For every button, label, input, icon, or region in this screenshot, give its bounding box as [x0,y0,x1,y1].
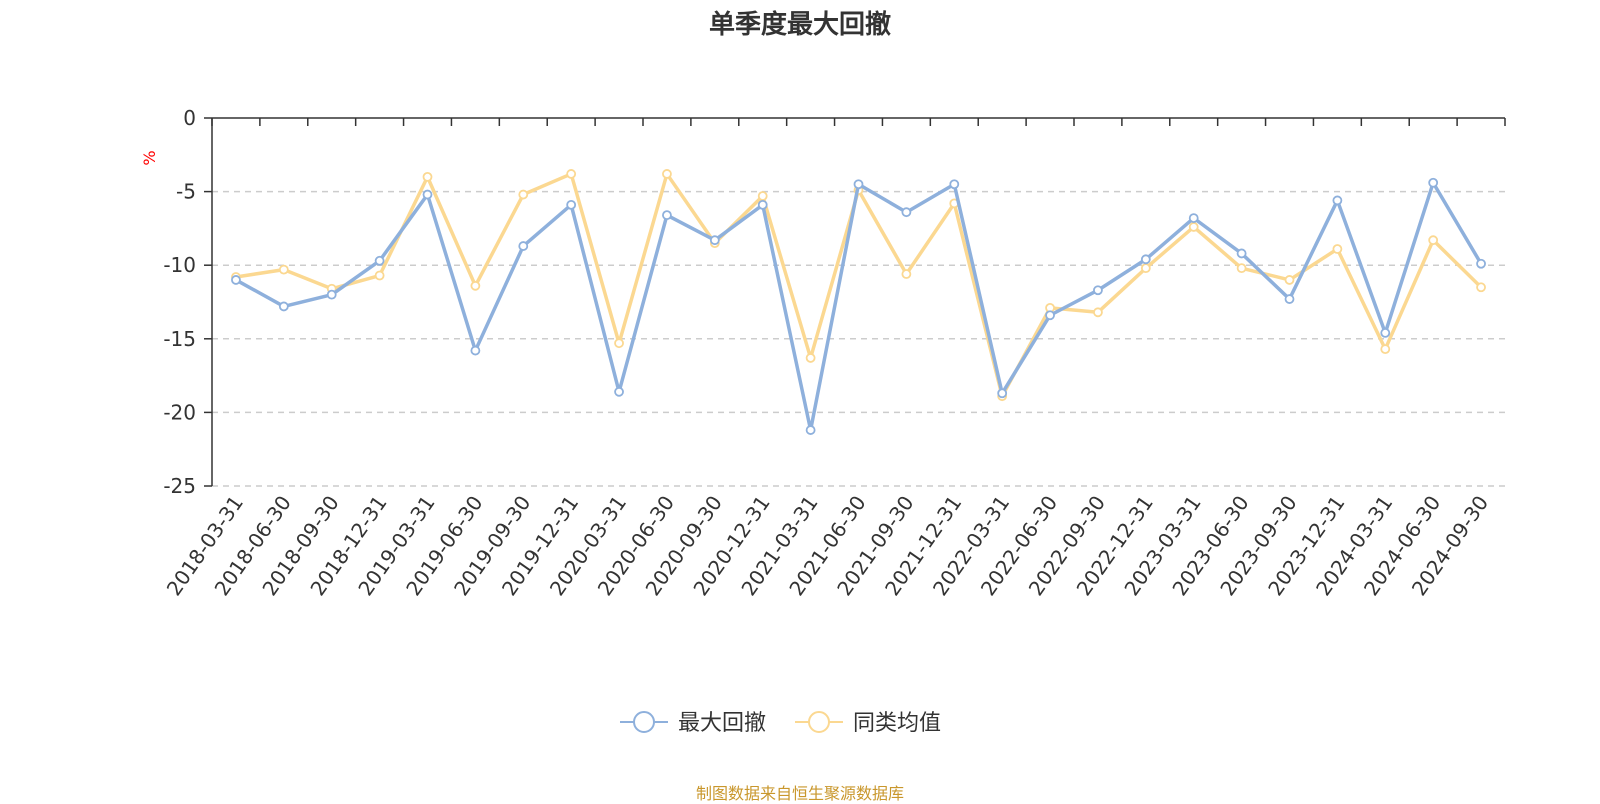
grid-lines [212,190,1505,487]
y-tick-label: -15 [163,327,196,351]
data-point [1140,254,1151,265]
series-lines [231,169,1486,435]
data-point [757,191,768,201]
data-point [853,179,864,190]
legend-label: 最大回撤 [678,711,766,736]
legend-marker [808,711,830,733]
data-point [1476,258,1486,269]
data-point [709,235,720,246]
data-point [470,345,481,356]
data-point [326,289,337,300]
data-point [662,210,672,221]
data-point [278,301,289,312]
data-point [518,189,529,200]
data-point [1188,213,1199,223]
data-point [422,189,433,200]
data-point [1284,294,1295,304]
data-point [1140,263,1151,274]
data-point [422,171,433,182]
data-point [1188,222,1199,232]
data-point [1284,275,1295,285]
legend: 最大回撤 同类均值 [620,711,941,736]
y-tick-label: 0 [183,106,196,130]
data-point [662,169,672,179]
data-point [1332,195,1343,206]
data-point [901,207,912,218]
data-point [231,275,241,285]
data-point [757,199,768,210]
data-point [1236,263,1247,274]
data-point [1428,177,1439,188]
source-note: 制图数据来自恒生聚源数据库 [695,784,904,803]
data-point [566,199,577,210]
data-point [949,179,960,190]
y-tick-label: -5 [176,180,196,204]
series-line-max-drawdown [235,181,1483,432]
legend-marker [633,711,655,733]
data-point [1380,328,1391,338]
y-tick-label: -20 [163,400,196,424]
data-point [278,264,289,275]
data-point [1476,282,1486,293]
data-point [374,255,385,266]
y-tick-label: -25 [163,474,196,498]
data-point [1045,310,1055,321]
data-point [805,353,816,363]
data-point [1236,248,1247,259]
data-point [1093,307,1103,318]
data-point [1093,285,1103,296]
legend-label: 同类均值 [853,711,941,736]
data-point [614,386,624,397]
axes: 0-5-10-15-20-25%2018-03-312018-06-302018… [140,106,1506,600]
data-point [518,241,529,251]
y-tick-label: -10 [163,253,196,277]
data-point [997,388,1008,399]
chart-title: 单季度最大回撤 [708,10,891,40]
data-point [470,280,481,291]
series-line-peer-average [235,172,1483,398]
data-point [614,338,624,349]
y-axis-label: % [140,150,159,165]
data-point [805,425,816,435]
data-point [566,169,577,179]
data-point [901,269,912,279]
data-point [1380,344,1391,355]
data-point [1332,244,1343,254]
data-point [374,270,385,281]
data-point [1428,235,1439,246]
